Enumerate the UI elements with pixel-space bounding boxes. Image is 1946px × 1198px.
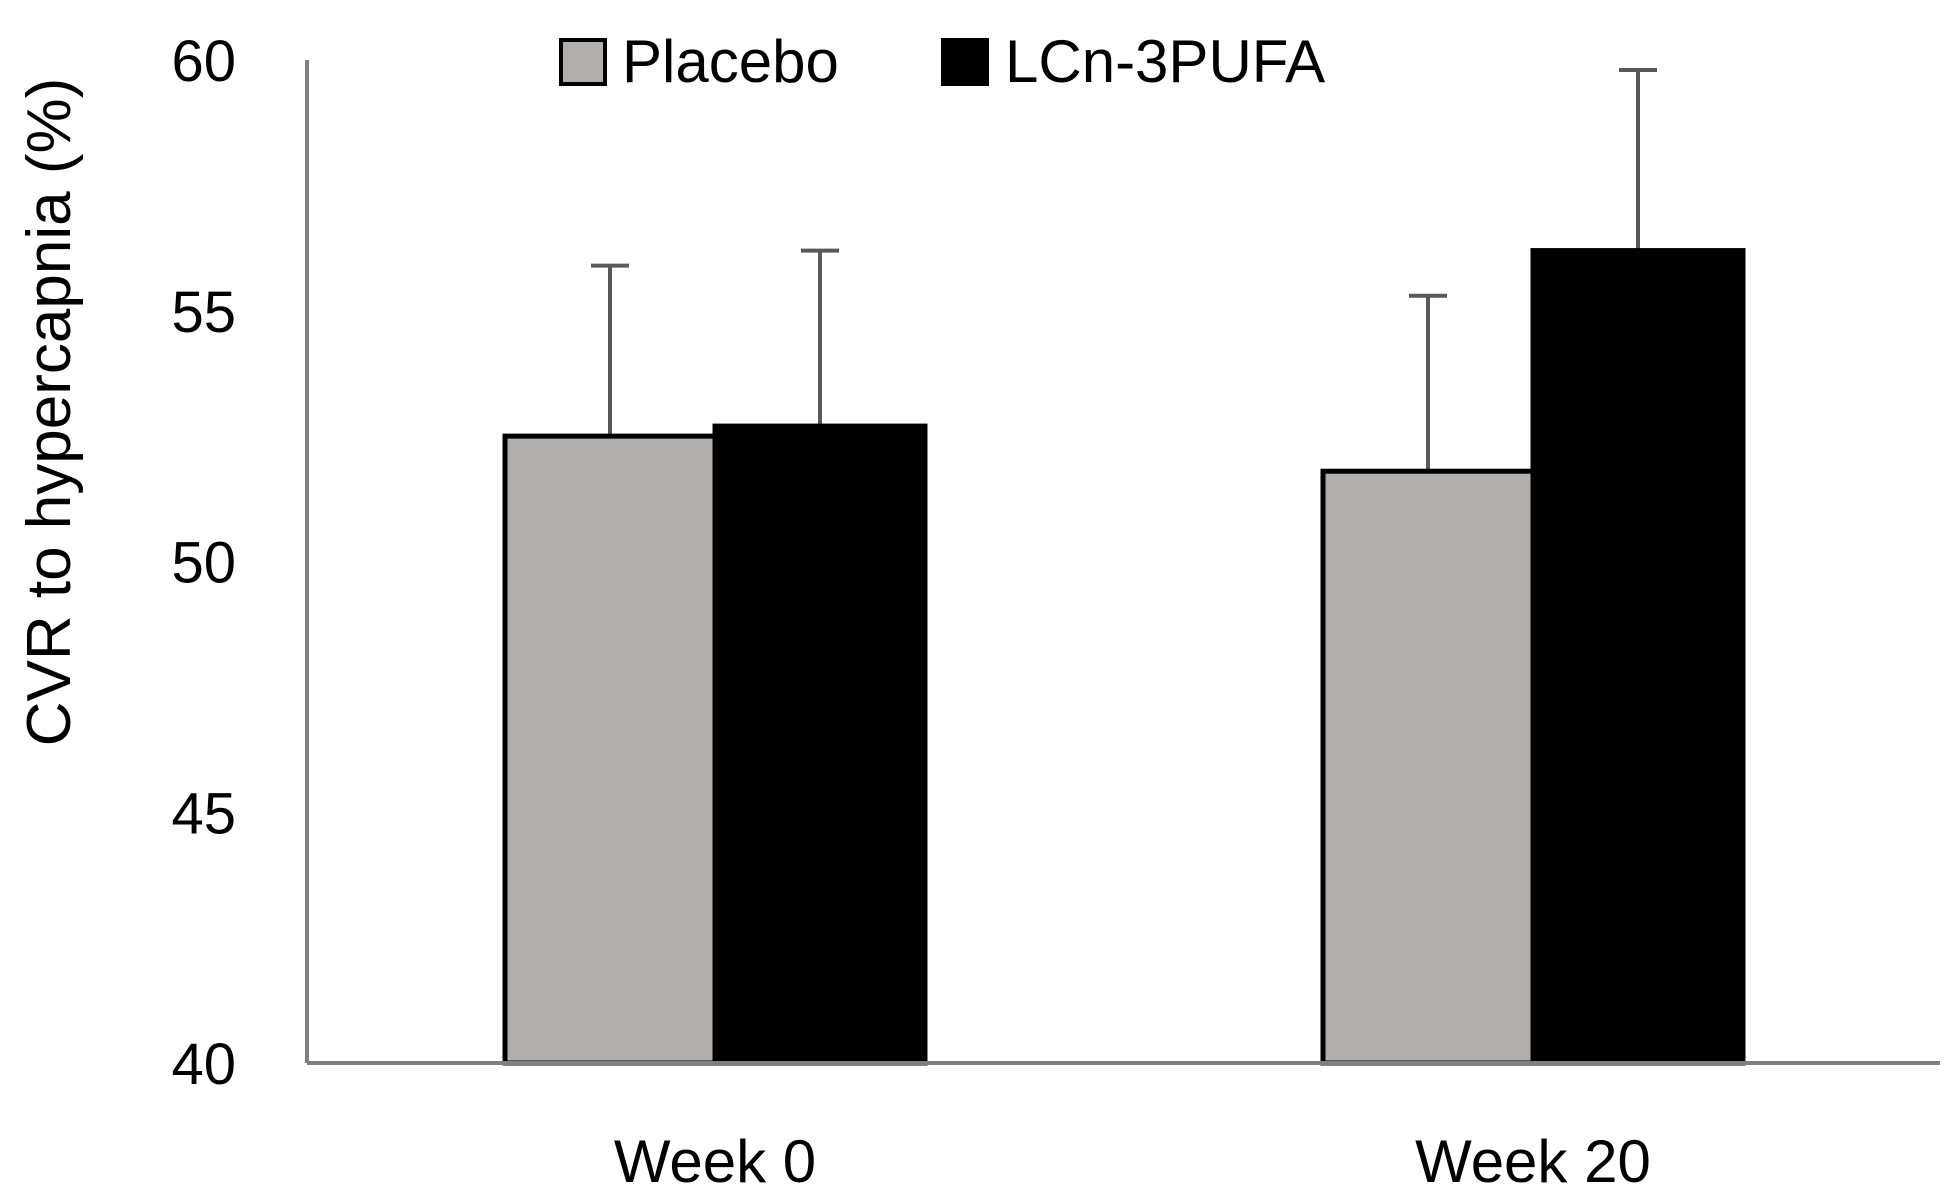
- error-bar-lcn-3pufa-1: [801, 248, 839, 427]
- legend-swatch-placebo: [559, 38, 607, 86]
- x-category-label-1: Week 0: [614, 1128, 816, 1195]
- x-category-label-2: Week 20: [1415, 1128, 1651, 1195]
- bar-placebo-2: [1320, 468, 1536, 1066]
- legend-swatch-lcn-3pufa: [941, 38, 989, 86]
- legend: Placebo LCn-3PUFA: [559, 28, 1325, 95]
- error-bar-placebo-1: [591, 263, 629, 437]
- y-tick-label-45: 45: [171, 781, 236, 846]
- axes: [305, 60, 1940, 1065]
- y-axis-title: CVR to hypercapnia (%): [15, 78, 84, 747]
- error-bar-placebo-2: [1409, 293, 1447, 472]
- bar-placebo-1: [502, 433, 718, 1066]
- legend-label-placebo: Placebo: [622, 28, 839, 95]
- y-tick-label-40: 40: [171, 1032, 236, 1097]
- x-category-labels: Week 0 Week 20: [614, 1128, 1651, 1195]
- legend-label-lcn-3pufa: LCn-3PUFA: [1005, 28, 1325, 95]
- bar-lcn-3pufa-1: [712, 423, 928, 1066]
- error-bar-lcn-3pufa-2: [1619, 68, 1657, 251]
- y-tick-label-55: 55: [171, 280, 236, 345]
- bar-lcn-3pufa-2: [1530, 248, 1746, 1066]
- y-tick-label-60: 60: [171, 29, 236, 94]
- y-tick-labels: 40 45 50 55 60: [171, 29, 236, 1097]
- bars: [502, 248, 1746, 1066]
- error-bars: [591, 68, 1657, 472]
- y-tick-label-50: 50: [171, 531, 236, 596]
